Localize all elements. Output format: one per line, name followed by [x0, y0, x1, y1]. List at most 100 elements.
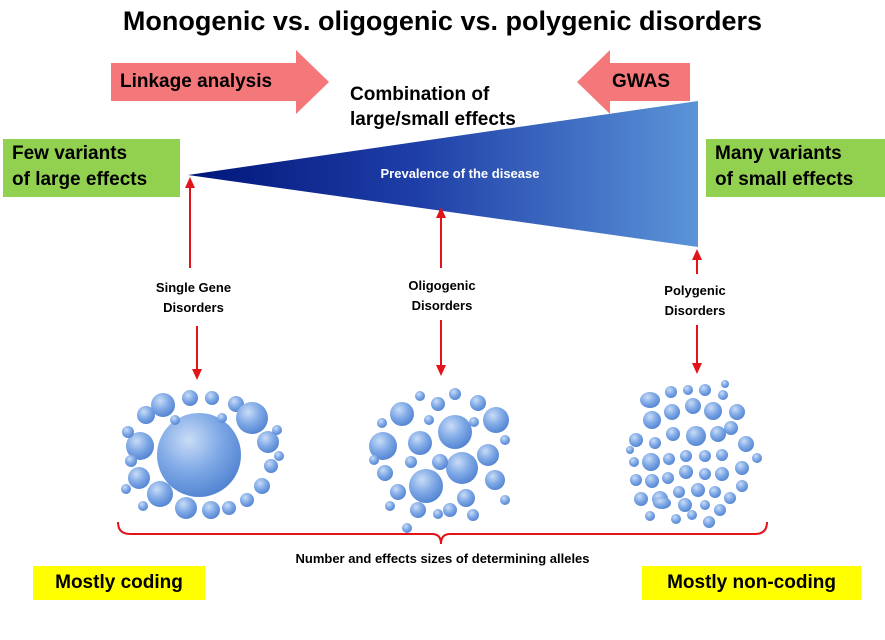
- allele-bubble: [405, 456, 417, 468]
- allele-bubble: [700, 500, 710, 510]
- mostly-noncoding-box: Mostly non-coding: [642, 566, 861, 600]
- allele-bubble: [272, 425, 282, 435]
- allele-bubble: [431, 397, 445, 411]
- gwas-label: GWAS: [612, 71, 671, 92]
- allele-bubble: [729, 404, 745, 420]
- bottom-bracket: [117, 521, 768, 545]
- allele-bubble: [222, 501, 236, 515]
- polygenic-line-2: Disorders: [664, 303, 726, 318]
- allele-bubble: [680, 450, 692, 462]
- allele-bubble: [469, 417, 479, 427]
- allele-bubble: [663, 453, 675, 465]
- combination-line-1: Combination of: [350, 84, 490, 105]
- allele-bubble: [691, 483, 705, 497]
- allele-bubble: [126, 432, 154, 460]
- allele-bubble: [128, 467, 150, 489]
- many-variants-line-2: of small effects: [715, 169, 854, 190]
- allele-bubble: [703, 516, 715, 528]
- allele-bubble: [679, 465, 693, 479]
- oligo-up-arrow: [436, 207, 446, 268]
- allele-bubble: [500, 495, 510, 505]
- allele-bubble: [649, 437, 661, 449]
- allele-bubble: [671, 514, 681, 524]
- allele-bubble: [662, 472, 674, 484]
- allele-bubble: [643, 411, 661, 429]
- allele-bubble: [257, 431, 279, 453]
- allele-bubble: [699, 384, 711, 396]
- combination-label: Combination of large/small effects: [350, 82, 516, 132]
- allele-bubble: [122, 426, 134, 438]
- allele-bubble: [735, 461, 749, 475]
- allele-bubble: [687, 510, 697, 520]
- single-gene-label: Single Gene Disorders: [131, 278, 256, 318]
- prevalence-label: Prevalence of the disease: [380, 166, 540, 181]
- allele-bubble: [477, 444, 499, 466]
- allele-bubble: [390, 484, 406, 500]
- allele-bubble: [137, 406, 155, 424]
- gwas-arrow-shape: [577, 50, 690, 114]
- page-title: Monogenic vs. oligogenic vs. polygenic d…: [122, 6, 763, 36]
- allele-bubble: [217, 413, 227, 423]
- allele-bubble: [709, 486, 721, 498]
- allele-bubble: [736, 480, 748, 492]
- allele-bubble: [408, 431, 432, 455]
- allele-bubble: [699, 468, 711, 480]
- few-variants-line-2: of large effects: [12, 169, 148, 190]
- allele-bubble: [446, 452, 478, 484]
- allele-bubble: [415, 391, 425, 401]
- allele-bubble: [147, 481, 173, 507]
- allele-bubble: [438, 415, 472, 449]
- few-variants-line-1: Few variants: [12, 143, 128, 164]
- allele-bubble: [665, 386, 677, 398]
- allele-bubble: [170, 415, 180, 425]
- allele-bubble: [673, 486, 685, 498]
- allele-bubble: [377, 465, 393, 481]
- allele-bubble: [470, 395, 486, 411]
- allele-bubble: [724, 492, 736, 504]
- linkage-arrow-shape: [111, 50, 329, 114]
- allele-bubble: [645, 474, 659, 488]
- allele-bubble: [685, 398, 701, 414]
- allele-bubble: [718, 390, 728, 400]
- allele-bubble: [449, 388, 461, 400]
- single-gene-line-2: Disorders: [163, 300, 224, 315]
- mostly-coding-box: Mostly coding: [33, 566, 205, 600]
- allele-bubble: [645, 511, 655, 521]
- allele-bubble: [274, 451, 284, 461]
- allele-bubble: [240, 493, 254, 507]
- many-variants-line-1: Many variants: [715, 143, 842, 164]
- allele-bubble: [630, 474, 642, 486]
- oligogenic-line-2: Disorders: [411, 298, 473, 313]
- allele-bubble: [710, 426, 726, 442]
- polygenic-label: Polygenic Disorders: [640, 281, 750, 321]
- linkage-analysis-label: Linkage analysis: [120, 71, 273, 92]
- allele-bubble: [125, 455, 137, 467]
- allele-bubble: [409, 469, 443, 503]
- allele-bubble: [629, 457, 639, 467]
- allele-bubble: [724, 421, 738, 435]
- allele-bubble: [369, 432, 397, 460]
- allele-bubble: [390, 402, 414, 426]
- oligogenic-bubble-cluster: [369, 388, 510, 533]
- allele-bubble: [424, 415, 434, 425]
- allele-bubble: [715, 467, 729, 481]
- allele-bubble: [175, 497, 197, 519]
- allele-bubble: [664, 404, 680, 420]
- single-up-arrow: [185, 177, 195, 268]
- allele-bubble: [121, 484, 131, 494]
- allele-bubble: [752, 453, 762, 463]
- polygenic-bubble-cluster: [626, 380, 762, 528]
- poly-down-arrow: [692, 325, 702, 374]
- allele-bubble: [385, 501, 395, 511]
- allele-bubble: [467, 509, 479, 521]
- allele-bubble: [432, 454, 448, 470]
- allele-bubble: [138, 501, 148, 511]
- allele-bubble: [738, 436, 754, 452]
- allele-bubble: [457, 489, 475, 507]
- allele-bubble: [369, 455, 379, 465]
- allele-bubble: [377, 418, 387, 428]
- allele-bubble: [683, 385, 693, 395]
- single-gene-bubble-cluster: [121, 390, 284, 519]
- allele-bubble: [202, 501, 220, 519]
- allele-bubble: [254, 478, 270, 494]
